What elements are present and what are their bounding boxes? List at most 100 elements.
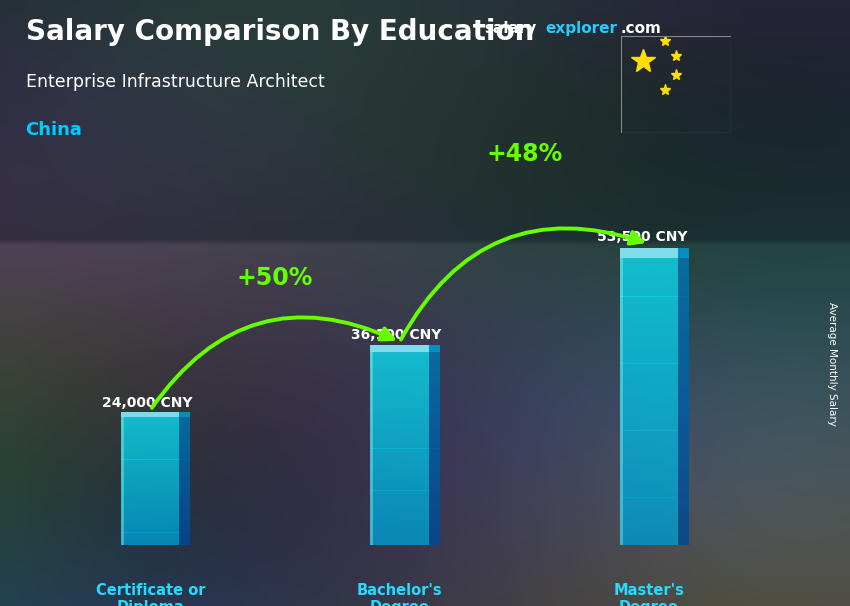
Bar [428,445,439,448]
Bar [678,507,689,512]
Bar [371,397,428,400]
Bar [179,462,190,464]
Bar [371,413,428,416]
Bar [122,541,179,543]
Bar [428,400,439,404]
Bar [428,422,439,426]
Bar [371,436,428,439]
Bar [678,512,689,517]
Bar [620,521,678,526]
Bar [371,510,428,513]
Bar [428,397,439,400]
Bar [620,502,678,507]
Bar [678,464,689,469]
Bar [620,258,623,545]
Bar [179,537,190,539]
Text: Master's
Degree: Master's Degree [614,583,684,606]
Bar [428,378,439,381]
Bar [179,496,190,498]
Bar [371,507,428,510]
Bar [428,345,439,351]
Bar [428,368,439,371]
Bar [122,494,179,496]
Text: Enterprise Infrastructure Architect: Enterprise Infrastructure Architect [26,73,324,91]
Bar [122,490,179,491]
Bar [371,478,428,481]
Bar [122,468,179,470]
Bar [122,530,179,533]
Bar [678,445,689,450]
Bar [428,451,439,455]
Bar [179,459,190,462]
Bar [122,444,179,447]
Bar [371,345,428,351]
Bar [122,511,179,513]
Bar [620,373,678,378]
Bar [122,421,179,423]
Bar [371,355,428,358]
Bar [620,507,678,512]
Bar [620,483,678,488]
Bar [122,487,179,490]
Bar [122,451,179,453]
Bar [122,483,179,485]
Bar [428,523,439,526]
Bar [678,478,689,483]
Bar [371,461,428,465]
Bar [122,470,179,473]
Bar [678,483,689,488]
Bar [678,435,689,440]
Bar [428,536,439,539]
Bar [122,431,179,434]
Bar [179,436,190,438]
Bar [620,378,678,382]
Bar [371,422,428,426]
Bar [428,429,439,432]
Bar [371,393,428,397]
Bar [678,517,689,522]
Bar [122,479,179,481]
Bar [122,481,179,483]
Bar [428,490,439,494]
Bar [678,354,689,359]
Bar [371,400,428,404]
Bar [428,513,439,516]
Bar [179,434,190,436]
Bar [428,351,439,355]
Bar [620,291,678,296]
Bar [428,487,439,490]
Bar [620,364,678,368]
Bar [678,454,689,459]
Bar [620,541,678,545]
Bar [371,474,428,478]
Bar [678,411,689,416]
Bar [620,387,678,392]
Bar [428,439,439,442]
Bar [179,416,190,419]
Bar [678,296,689,301]
Bar [371,378,428,381]
Bar [678,321,689,325]
Bar [371,519,428,523]
Bar [179,511,190,513]
Bar [620,311,678,316]
Bar [371,455,428,458]
Bar [428,458,439,461]
Bar [122,543,179,545]
Bar [678,291,689,296]
Bar [428,448,439,451]
Bar [620,425,678,430]
Bar [371,487,428,490]
Text: 53,500 CNY: 53,500 CNY [597,230,688,244]
Bar [179,528,190,530]
Bar [122,459,179,462]
Bar [179,466,190,468]
Bar [371,471,428,474]
Bar [179,464,190,466]
Bar [620,526,678,531]
Bar [428,507,439,510]
Bar [678,273,689,278]
Bar [428,468,439,471]
Bar [678,498,689,502]
Bar [179,494,190,496]
